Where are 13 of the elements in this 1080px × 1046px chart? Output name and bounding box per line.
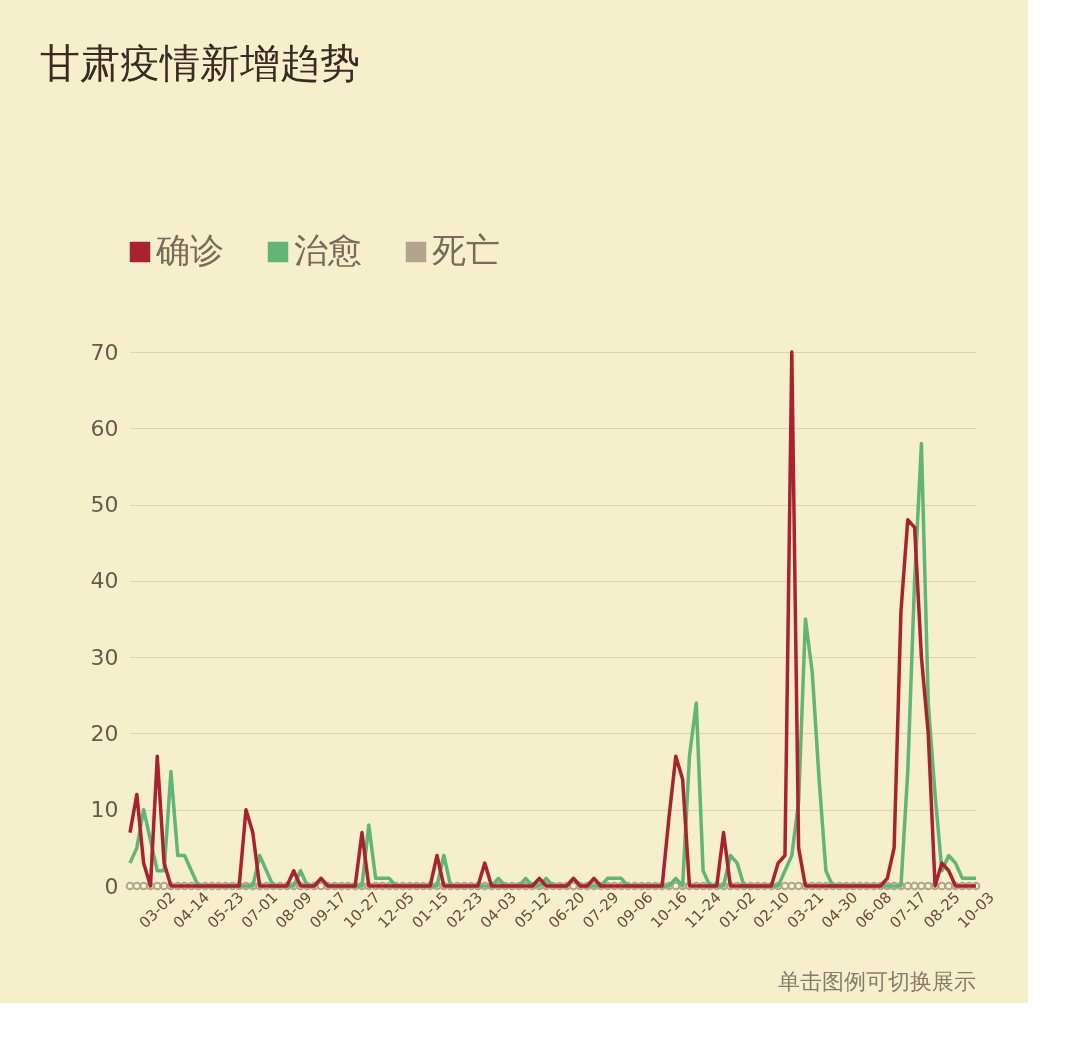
legend-label: 治愈 [294, 230, 362, 270]
y-tick-label: 60 [90, 415, 119, 441]
legend-label: 死亡 [432, 230, 500, 270]
y-tick-label: 20 [90, 720, 119, 746]
y-tick-label: 40 [90, 568, 119, 594]
y-tick-label: 50 [90, 492, 119, 518]
legend-label: 确诊 [155, 230, 224, 270]
y-tick-label: 70 [90, 339, 119, 365]
y-tick-label: 0 [104, 873, 119, 899]
chart-title: 甘肃疫情新增趋势 [40, 40, 361, 86]
text: 单击图例可切换展示 [778, 969, 976, 994]
y-tick-label: 30 [90, 644, 119, 670]
y-tick-label: 10 [90, 797, 119, 823]
